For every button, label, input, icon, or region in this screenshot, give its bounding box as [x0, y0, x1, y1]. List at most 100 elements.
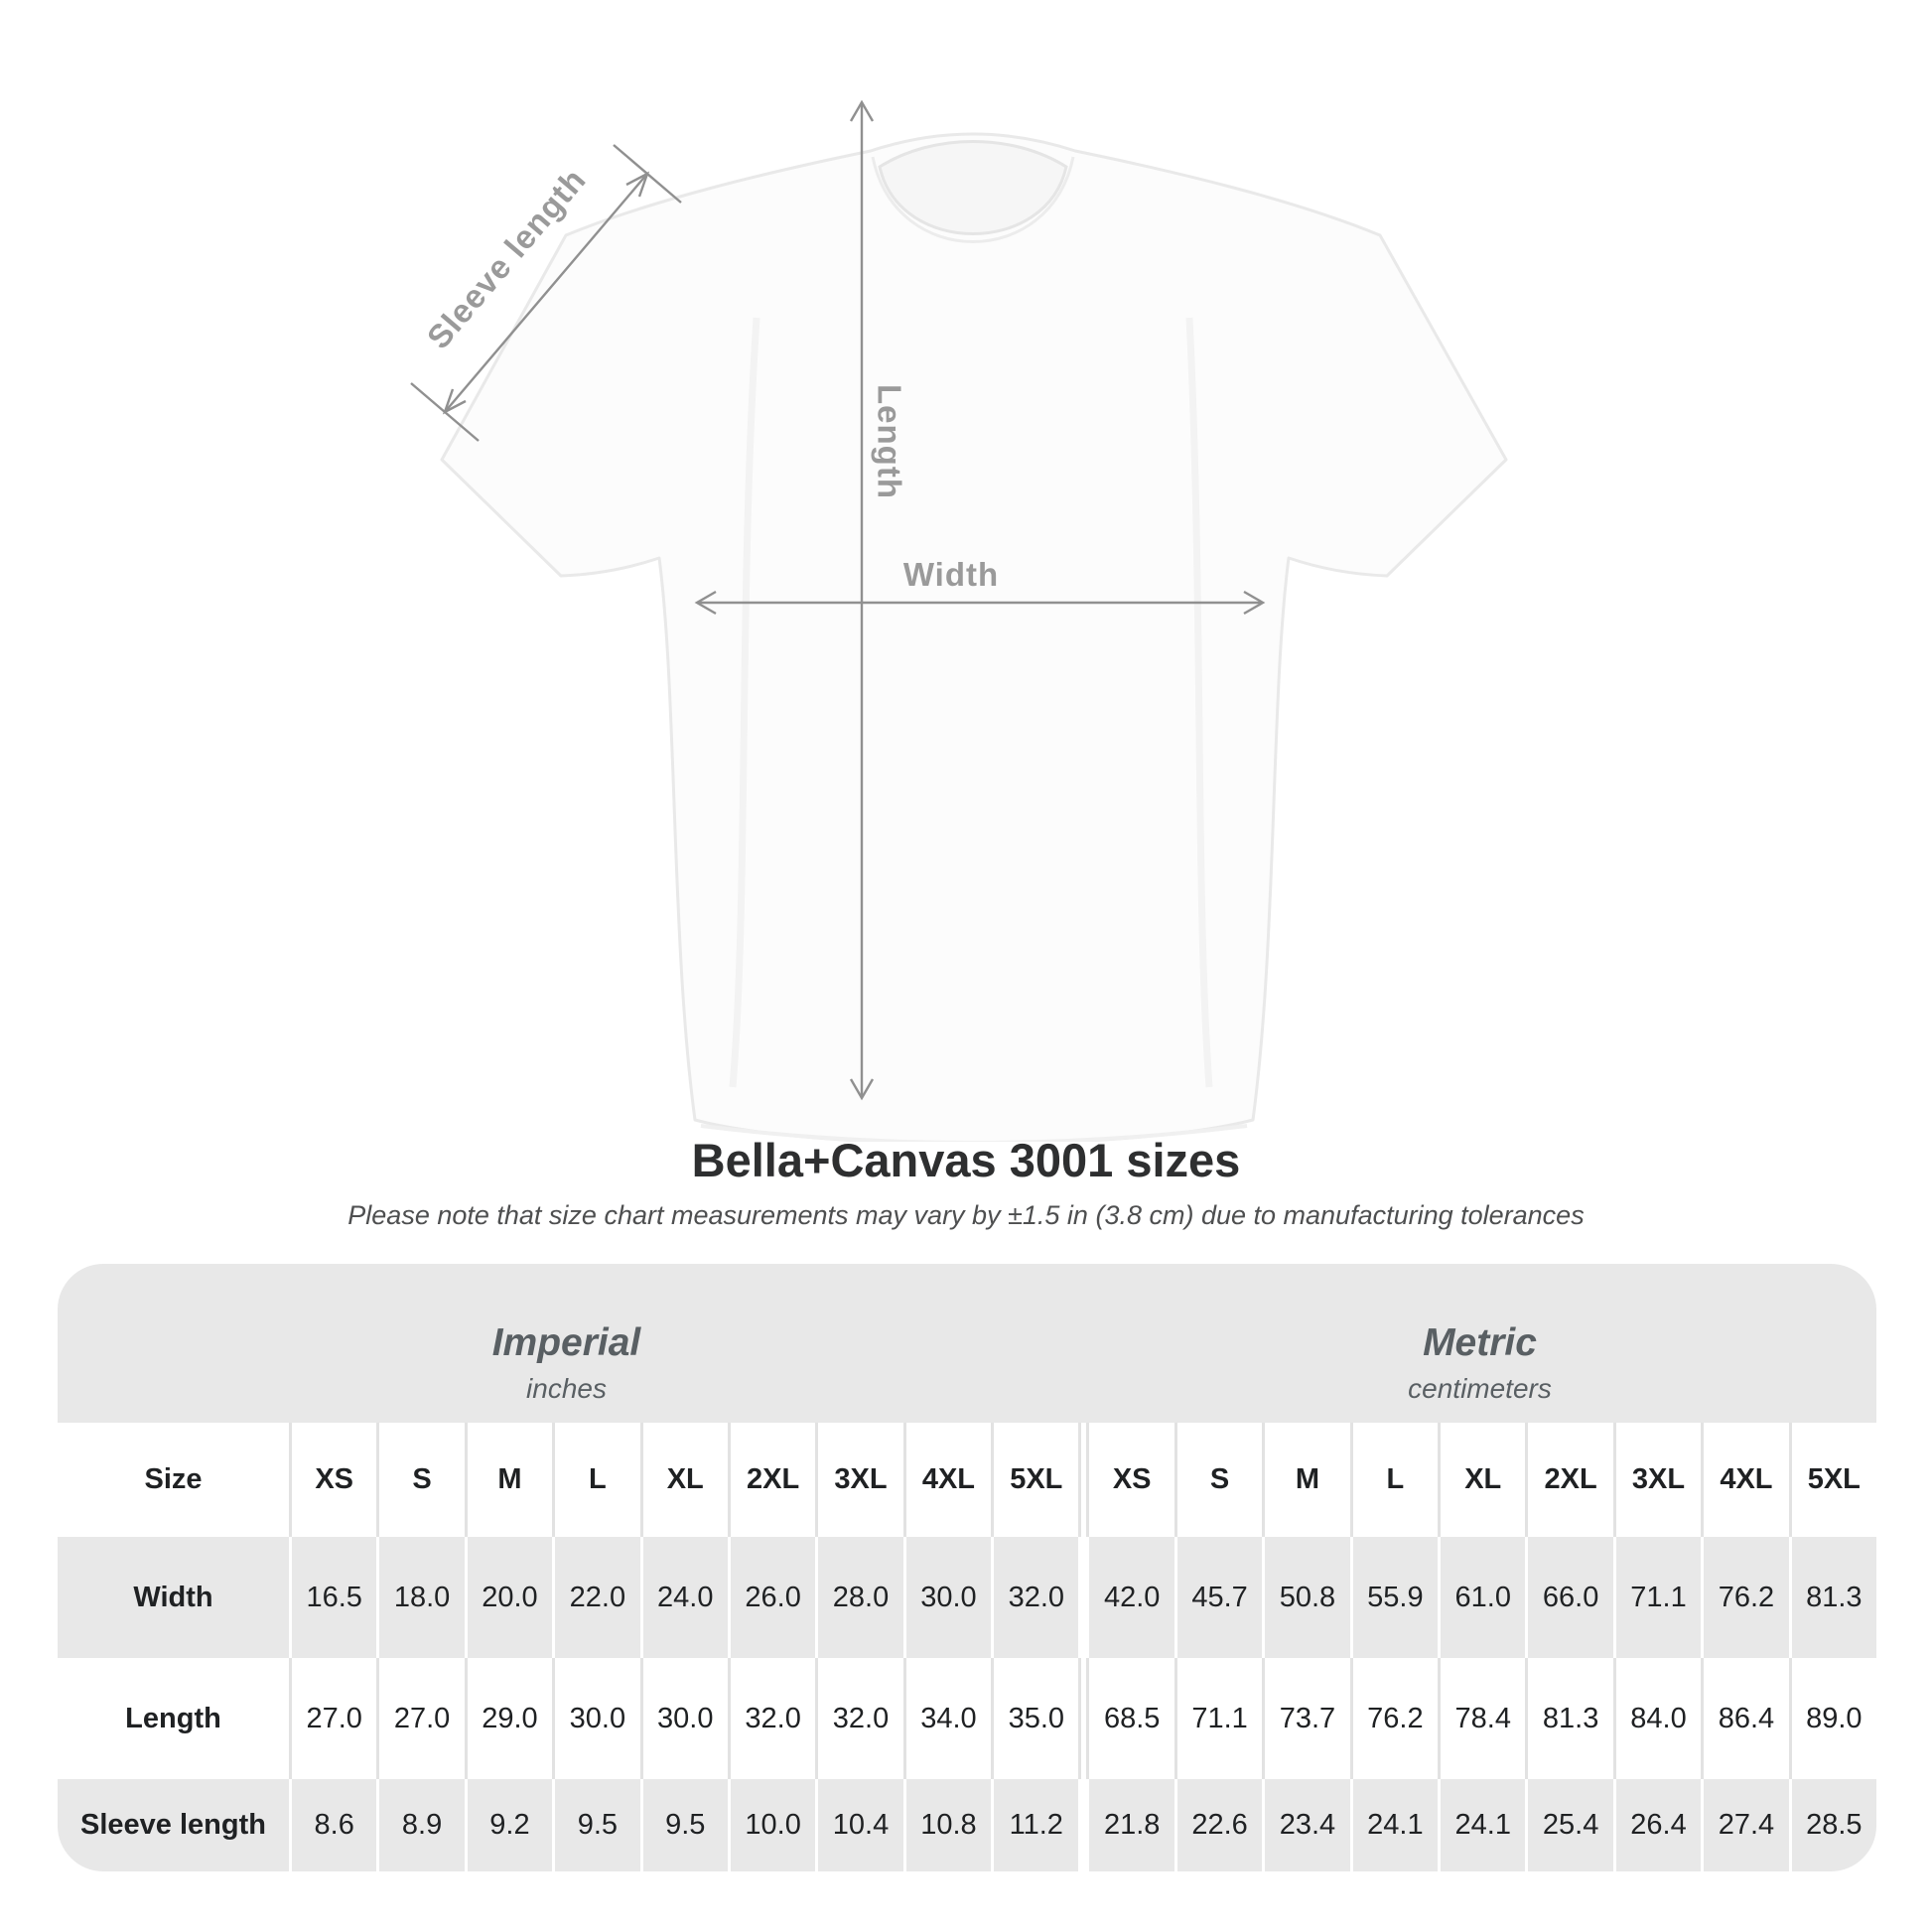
value-cell: 34.0	[902, 1658, 991, 1779]
value-cell: 84.0	[1612, 1658, 1701, 1779]
value-cell: 73.7	[1262, 1658, 1349, 1779]
value-cell: 30.0	[639, 1658, 728, 1779]
value-cell: 22.0	[552, 1537, 639, 1658]
unit-group-imperial: Imperial inches	[58, 1321, 1075, 1407]
page-subtitle: Please note that size chart measurements…	[347, 1200, 1585, 1230]
value-cell: 24.0	[639, 1537, 728, 1658]
value-cell: 68.5	[1086, 1658, 1173, 1779]
group-gap	[1078, 1658, 1087, 1779]
value-cell: 9.2	[464, 1779, 552, 1871]
value-cell: 21.8	[1086, 1779, 1173, 1871]
value-cell: 8.9	[376, 1779, 464, 1871]
value-cell: 45.7	[1173, 1537, 1262, 1658]
page-title: Bella+Canvas 3001 sizes	[691, 1134, 1241, 1186]
value-cell: 35.0	[991, 1658, 1078, 1779]
size-header-cell: S	[1173, 1423, 1262, 1537]
value-cell: 27.0	[289, 1658, 376, 1779]
table-row-width: Width 16.5 18.0 20.0 22.0 24.0 26.0 28.0 30.0 32.…	[58, 1537, 1876, 1658]
value-cell: 10.4	[815, 1779, 902, 1871]
collar	[878, 140, 1068, 235]
value-cell: 61.0	[1438, 1537, 1525, 1658]
value-cell: 55.9	[1349, 1537, 1438, 1658]
value-cell: 22.6	[1173, 1779, 1262, 1871]
value-cell: 81.3	[1788, 1537, 1876, 1658]
value-cell: 29.0	[464, 1658, 552, 1779]
value-cell: 24.1	[1438, 1779, 1525, 1871]
value-cell: 27.0	[376, 1658, 464, 1779]
value-cell: 76.2	[1701, 1537, 1788, 1658]
value-cell: 42.0	[1086, 1537, 1173, 1658]
value-cell: 86.4	[1701, 1658, 1788, 1779]
size-header-cell: S	[376, 1423, 464, 1537]
value-cell: 28.0	[815, 1537, 902, 1658]
value-cell: 32.0	[815, 1658, 902, 1779]
row-label-cell: Size	[144, 1463, 203, 1495]
value-cell: 9.5	[552, 1779, 639, 1871]
value-cell: 66.0	[1525, 1537, 1612, 1658]
row-label-cell: Length	[125, 1702, 221, 1734]
length-dimension-label: Length	[871, 384, 907, 499]
size-header-cell: 2XL	[1525, 1423, 1612, 1537]
value-cell: 78.4	[1438, 1658, 1525, 1779]
tshirt-measurement-diagram: Length Width Sleeve length	[410, 99, 1508, 1142]
value-cell: 11.2	[991, 1779, 1078, 1871]
size-header-row: Size XS S M L XL 2XL 3XL 4XL 5XL XS S M L XL 2XL 3XL 4XL 5…	[58, 1423, 1876, 1537]
value-cell: 28.5	[1788, 1779, 1876, 1871]
unit-header-band: Imperial inches Metric centimeters	[58, 1264, 1876, 1423]
group-gap	[1078, 1537, 1087, 1658]
size-header-cell: XL	[639, 1423, 728, 1537]
size-header-cell: L	[1349, 1423, 1438, 1537]
value-cell: 30.0	[552, 1658, 639, 1779]
table-row-length: Length 27.0 27.0 29.0 30.0 30.0 32.0 32.0 34.0 35…	[58, 1658, 1876, 1779]
value-cell: 18.0	[376, 1537, 464, 1658]
size-header-cell: 4XL	[902, 1423, 991, 1537]
size-header-cell: M	[1262, 1423, 1349, 1537]
value-cell: 27.4	[1701, 1779, 1788, 1871]
size-header-cell: 3XL	[1612, 1423, 1701, 1537]
value-cell: 32.0	[991, 1537, 1078, 1658]
size-header-cell: 3XL	[815, 1423, 902, 1537]
value-cell: 81.3	[1525, 1658, 1612, 1779]
sleeve-length-dimension-line	[410, 144, 682, 442]
value-cell: 8.6	[289, 1779, 376, 1871]
table-row-sleeve-length: Sleeve length 8.6 8.9 9.2 9.5 9.5 10.0 10.4 10.8…	[58, 1779, 1876, 1871]
metric-unit-label: centimeters	[1408, 1373, 1552, 1404]
value-cell: 26.0	[727, 1537, 815, 1658]
value-cell: 26.4	[1612, 1779, 1701, 1871]
imperial-label: Imperial	[491, 1321, 641, 1364]
size-header-cell: XS	[1086, 1423, 1173, 1537]
value-cell: 32.0	[727, 1658, 815, 1779]
imperial-unit-label: inches	[526, 1373, 607, 1404]
value-cell: 89.0	[1788, 1658, 1876, 1779]
width-dimension-label: Width	[903, 556, 999, 593]
value-cell: 30.0	[902, 1537, 991, 1658]
value-cell: 50.8	[1262, 1537, 1349, 1658]
value-cell: 10.8	[902, 1779, 991, 1871]
width-dimension-line	[694, 590, 1266, 616]
value-cell: 20.0	[464, 1537, 552, 1658]
value-cell: 16.5	[289, 1537, 376, 1658]
value-cell: 71.1	[1612, 1537, 1701, 1658]
value-cell: 24.1	[1349, 1779, 1438, 1871]
value-cell: 71.1	[1173, 1658, 1262, 1779]
value-cell: 76.2	[1349, 1658, 1438, 1779]
size-header-cell: M	[464, 1423, 552, 1537]
size-header-cell: 2XL	[727, 1423, 815, 1537]
row-label-cell: Width	[133, 1581, 213, 1613]
unit-group-metric: Metric centimeters	[1083, 1321, 1876, 1407]
size-header-cell: XL	[1438, 1423, 1525, 1537]
value-cell: 23.4	[1262, 1779, 1349, 1871]
value-cell: 10.0	[727, 1779, 815, 1871]
size-header-cell: L	[552, 1423, 639, 1537]
size-header-cell: 5XL	[1788, 1423, 1876, 1537]
metric-label: Metric	[1423, 1321, 1537, 1364]
size-header-cell: 5XL	[991, 1423, 1078, 1537]
tshirt-graphic	[440, 132, 1508, 1142]
row-label-cell: Sleeve length	[80, 1809, 266, 1841]
group-gap	[1078, 1779, 1087, 1871]
size-header-cell: 4XL	[1701, 1423, 1788, 1537]
size-header-cell: XS	[289, 1423, 376, 1537]
heading: Bella+Canvas 3001 sizes Please note that…	[0, 1135, 1932, 1231]
group-gap	[1078, 1423, 1087, 1537]
